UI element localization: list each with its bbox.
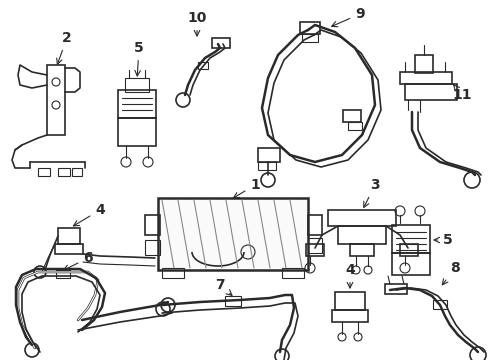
Bar — [118, 90, 156, 118]
Text: 8: 8 — [442, 261, 459, 285]
Bar — [399, 72, 451, 84]
Bar — [384, 284, 406, 294]
Bar — [282, 268, 304, 278]
Bar — [331, 310, 367, 322]
Bar — [47, 65, 65, 135]
Bar — [258, 162, 275, 170]
Text: 5: 5 — [433, 233, 452, 247]
Bar — [414, 55, 432, 73]
Text: 3: 3 — [363, 178, 379, 207]
Text: 2: 2 — [57, 31, 72, 64]
Bar — [399, 244, 417, 256]
Bar — [307, 215, 321, 235]
Bar — [145, 240, 160, 255]
Bar — [391, 225, 429, 253]
Bar — [349, 244, 373, 256]
Bar — [145, 215, 160, 235]
Bar — [162, 268, 183, 278]
Bar — [305, 244, 324, 256]
Bar — [56, 270, 70, 278]
Bar — [58, 168, 70, 176]
Text: 1: 1 — [233, 178, 259, 198]
Bar — [258, 148, 280, 162]
Bar — [72, 168, 82, 176]
Bar — [327, 210, 395, 226]
Text: 6: 6 — [63, 251, 93, 270]
Bar — [158, 198, 307, 270]
Bar — [125, 78, 149, 92]
Bar — [342, 110, 360, 122]
Text: 4: 4 — [73, 203, 104, 226]
Text: 11: 11 — [451, 85, 471, 102]
Bar — [38, 168, 50, 176]
Text: 5: 5 — [134, 41, 143, 76]
Bar — [404, 84, 456, 100]
Bar — [198, 62, 207, 69]
Bar — [224, 296, 241, 306]
Bar — [299, 22, 319, 34]
Bar — [432, 300, 446, 309]
Bar — [334, 292, 364, 310]
Text: 7: 7 — [215, 278, 231, 295]
Bar — [391, 253, 429, 275]
Bar — [347, 122, 361, 130]
Bar — [337, 226, 385, 244]
Bar — [55, 244, 83, 254]
Text: 10: 10 — [187, 11, 206, 36]
Text: 4: 4 — [345, 263, 354, 288]
Bar — [302, 34, 317, 42]
Bar — [307, 238, 321, 253]
Text: 9: 9 — [331, 7, 364, 27]
Bar — [118, 118, 156, 146]
Bar — [212, 38, 229, 48]
Bar — [58, 228, 80, 244]
